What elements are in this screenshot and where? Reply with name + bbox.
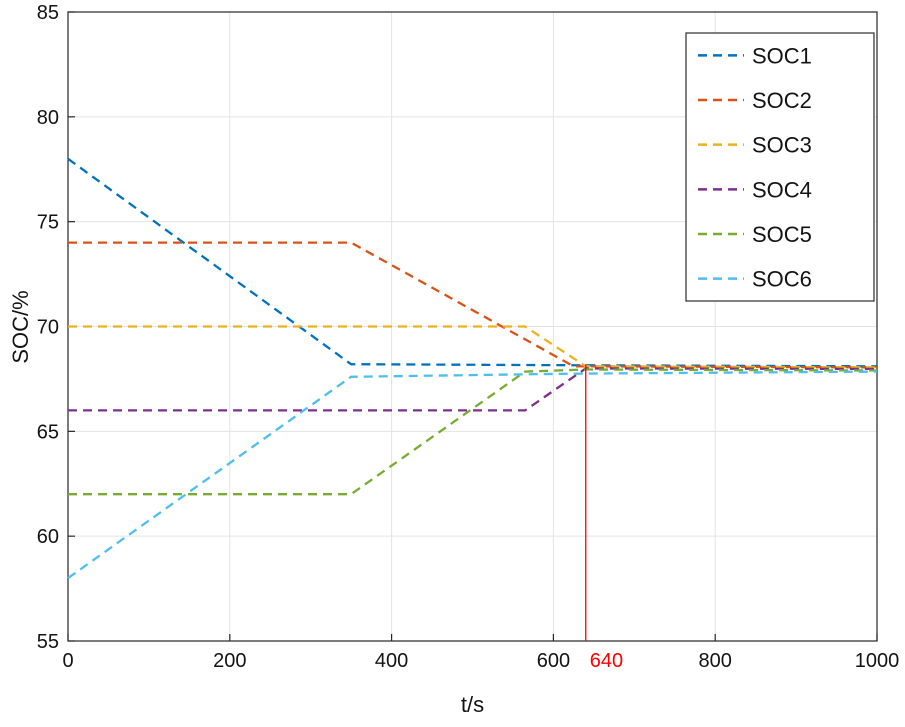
x-tick-label: 400 (375, 650, 408, 672)
x-axis-label: t/s (460, 692, 485, 717)
y-tick-label: 85 (37, 2, 59, 24)
series-line-SOC5 (68, 368, 878, 496)
y-axis-label: SOC/% (8, 290, 33, 364)
legend-label-SOC1: SOC1 (752, 43, 812, 68)
y-tick-label: 55 (37, 631, 59, 653)
y-tick-label: 60 (37, 526, 59, 548)
annotation-label: 640 (590, 650, 623, 672)
series-line-SOC2 (68, 241, 878, 369)
series-line-SOC4 (68, 367, 878, 412)
series-line-SOC1 (67, 157, 878, 368)
series-line-SOC6 (67, 370, 878, 580)
legend-label-SOC5: SOC5 (752, 222, 812, 247)
x-tick-label: 200 (213, 650, 246, 672)
series-line-SOC3 (68, 325, 878, 369)
y-tick-label: 70 (37, 317, 59, 339)
legend-label-SOC6: SOC6 (752, 267, 812, 292)
legend-label-SOC4: SOC4 (752, 177, 812, 202)
x-tick-label: 800 (699, 650, 732, 672)
x-tick-label: 0 (62, 650, 73, 672)
legend-box (685, 32, 875, 302)
x-tick-label: 1000 (855, 650, 900, 672)
y-tick-label: 75 (37, 212, 59, 234)
y-tick-label: 80 (37, 107, 59, 129)
legend-label-SOC2: SOC2 (752, 88, 812, 113)
x-tick-label: 600 (537, 650, 570, 672)
legend-label-SOC3: SOC3 (752, 133, 812, 158)
y-tick-label: 65 (37, 421, 59, 443)
